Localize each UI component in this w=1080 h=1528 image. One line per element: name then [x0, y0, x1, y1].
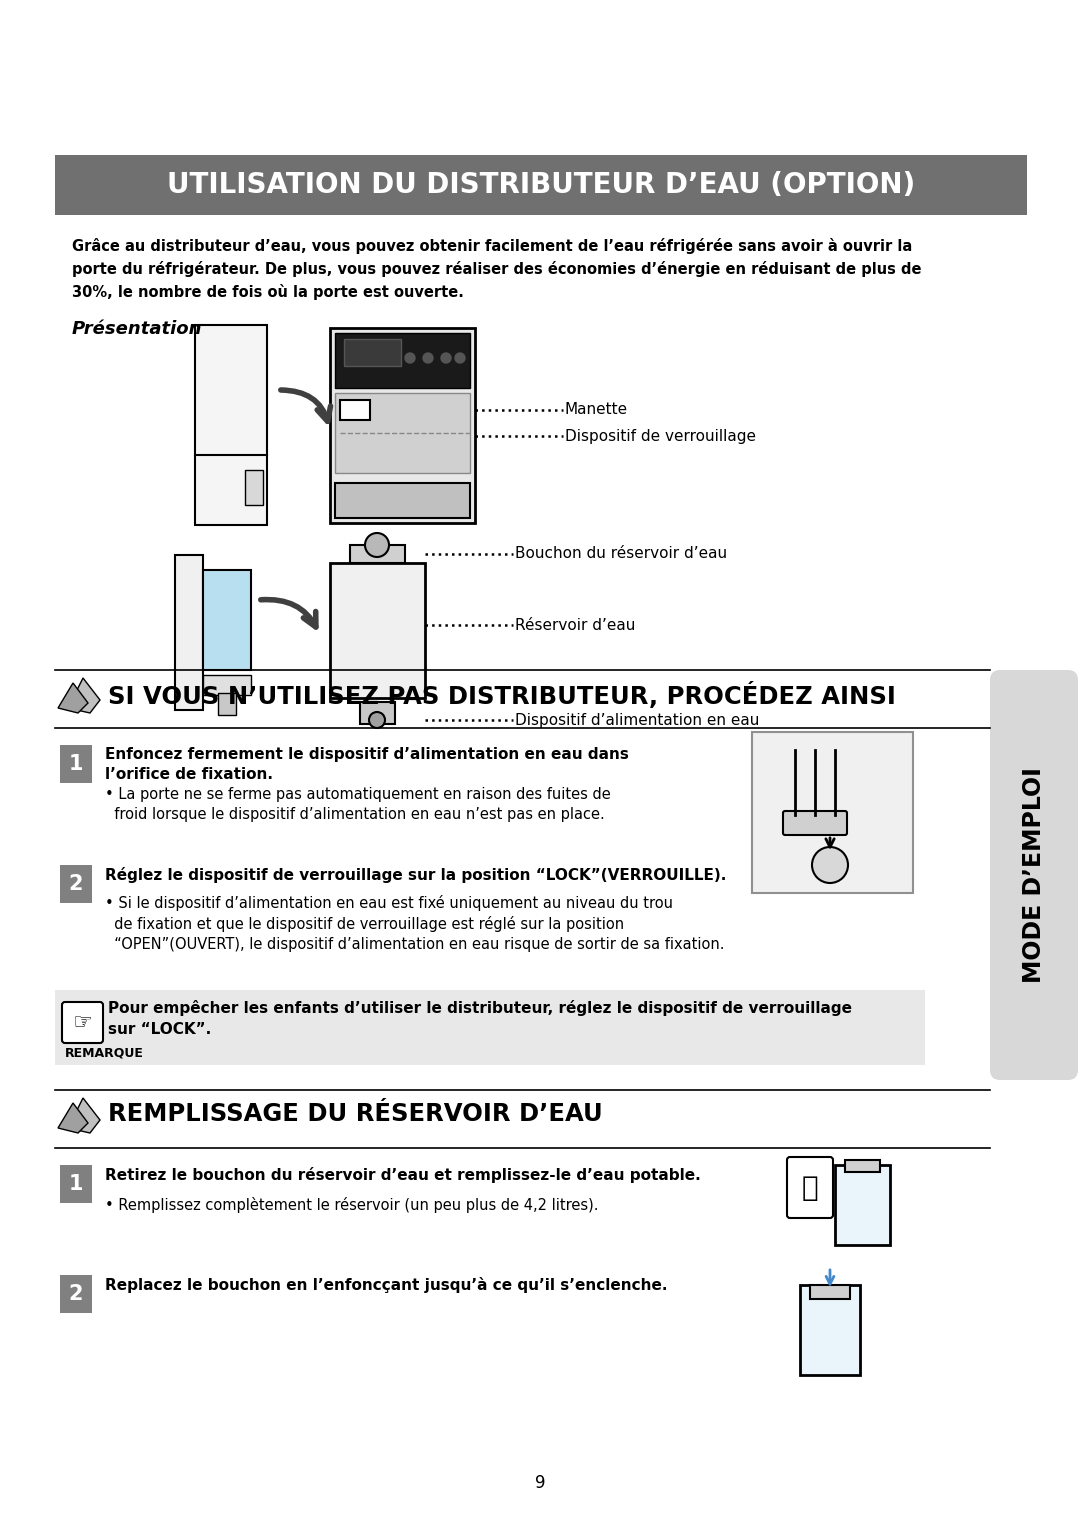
FancyBboxPatch shape	[55, 990, 924, 1065]
Text: 2: 2	[69, 874, 83, 894]
FancyBboxPatch shape	[330, 562, 426, 698]
Text: Bouchon du réservoir d’eau: Bouchon du réservoir d’eau	[515, 547, 727, 561]
Text: UTILISATION DU DISTRIBUTEUR D’EAU (OPTION): UTILISATION DU DISTRIBUTEUR D’EAU (OPTIO…	[167, 171, 915, 199]
Text: Réservoir d’eau: Réservoir d’eau	[515, 617, 635, 633]
Text: Retirez le bouchon du réservoir d’eau et remplissez-le d’eau potable.: Retirez le bouchon du réservoir d’eau et…	[105, 1167, 701, 1183]
Text: MODE D’EMPLOI: MODE D’EMPLOI	[1022, 767, 1047, 983]
FancyBboxPatch shape	[195, 325, 267, 526]
Text: SI VOUS N’UTILISEZ PAS DISTRIBUTEUR, PROCÉDEZ AINSI: SI VOUS N’UTILISEZ PAS DISTRIBUTEUR, PRO…	[108, 681, 896, 709]
FancyBboxPatch shape	[835, 1164, 890, 1245]
FancyBboxPatch shape	[787, 1157, 833, 1218]
Text: sur “LOCK”.: sur “LOCK”.	[108, 1022, 212, 1038]
FancyBboxPatch shape	[60, 1274, 92, 1313]
FancyBboxPatch shape	[218, 694, 237, 715]
FancyBboxPatch shape	[335, 483, 470, 518]
FancyBboxPatch shape	[345, 339, 401, 367]
Text: • La porte ne se ferme pas automatiquement en raison des fuites de
  froid lorsq: • La porte ne se ferme pas automatiqueme…	[105, 787, 611, 822]
FancyBboxPatch shape	[175, 555, 203, 711]
Text: Grâce au distributeur d’eau, vous pouvez obtenir facilement de l’eau réfrigérée : Grâce au distributeur d’eau, vous pouvez…	[72, 238, 921, 301]
Text: 1: 1	[69, 753, 83, 775]
FancyBboxPatch shape	[340, 400, 370, 420]
FancyBboxPatch shape	[203, 570, 251, 669]
FancyBboxPatch shape	[245, 471, 264, 504]
Text: ✋: ✋	[801, 1174, 819, 1203]
FancyBboxPatch shape	[203, 675, 251, 695]
FancyBboxPatch shape	[335, 333, 470, 388]
Text: 2: 2	[69, 1284, 83, 1303]
FancyBboxPatch shape	[845, 1160, 880, 1172]
Text: • Remplissez complètement le réservoir (un peu plus de 4,2 litres).: • Remplissez complètement le réservoir (…	[105, 1196, 598, 1213]
Text: • Si le dispositif d’alimentation en eau est fixé uniquement au niveau du trou
 : • Si le dispositif d’alimentation en eau…	[105, 895, 725, 952]
FancyBboxPatch shape	[330, 329, 475, 523]
Circle shape	[455, 353, 465, 364]
FancyBboxPatch shape	[990, 669, 1078, 1080]
Text: Manette: Manette	[565, 402, 629, 417]
Polygon shape	[58, 1103, 87, 1132]
Text: Dispositif d’alimentation en eau: Dispositif d’alimentation en eau	[515, 712, 759, 727]
FancyBboxPatch shape	[60, 865, 92, 903]
FancyBboxPatch shape	[350, 545, 405, 562]
Polygon shape	[68, 678, 100, 714]
FancyBboxPatch shape	[60, 746, 92, 782]
Text: REMPLISSAGE DU RÉSERVOIR D’EAU: REMPLISSAGE DU RÉSERVOIR D’EAU	[108, 1102, 603, 1126]
Polygon shape	[68, 1099, 100, 1132]
FancyBboxPatch shape	[62, 1002, 103, 1044]
Circle shape	[405, 353, 415, 364]
Text: 9: 9	[535, 1475, 545, 1491]
Text: ☞: ☞	[72, 1013, 92, 1033]
FancyBboxPatch shape	[752, 732, 913, 892]
FancyBboxPatch shape	[335, 393, 470, 474]
Text: REMARQUE: REMARQUE	[65, 1047, 144, 1060]
FancyBboxPatch shape	[800, 1285, 860, 1375]
FancyBboxPatch shape	[360, 701, 395, 724]
Text: Replacez le bouchon en l’enfoncçant jusqu’à ce qu’il s’enclenche.: Replacez le bouchon en l’enfoncçant jusq…	[105, 1277, 667, 1293]
Text: Réglez le dispositif de verrouillage sur la position “LOCK”(VERROUILLE).: Réglez le dispositif de verrouillage sur…	[105, 866, 727, 883]
FancyBboxPatch shape	[810, 1285, 850, 1299]
FancyBboxPatch shape	[60, 1164, 92, 1203]
FancyBboxPatch shape	[783, 811, 847, 834]
Circle shape	[369, 712, 384, 727]
Text: 1: 1	[69, 1174, 83, 1193]
FancyBboxPatch shape	[55, 154, 1027, 215]
Polygon shape	[58, 683, 87, 714]
Circle shape	[365, 533, 389, 558]
Circle shape	[423, 353, 433, 364]
Text: Présentation: Présentation	[72, 319, 203, 338]
Text: Enfoncez fermement le dispositif d’alimentation en eau dans
l’orifice de fixatio: Enfoncez fermement le dispositif d’alime…	[105, 747, 629, 782]
Circle shape	[812, 847, 848, 883]
Circle shape	[441, 353, 451, 364]
Text: Pour empêcher les enfants d’utiliser le distributeur, réglez le dispositif de ve: Pour empêcher les enfants d’utiliser le …	[108, 999, 852, 1016]
Text: Dispositif de verrouillage: Dispositif de verrouillage	[565, 428, 756, 443]
